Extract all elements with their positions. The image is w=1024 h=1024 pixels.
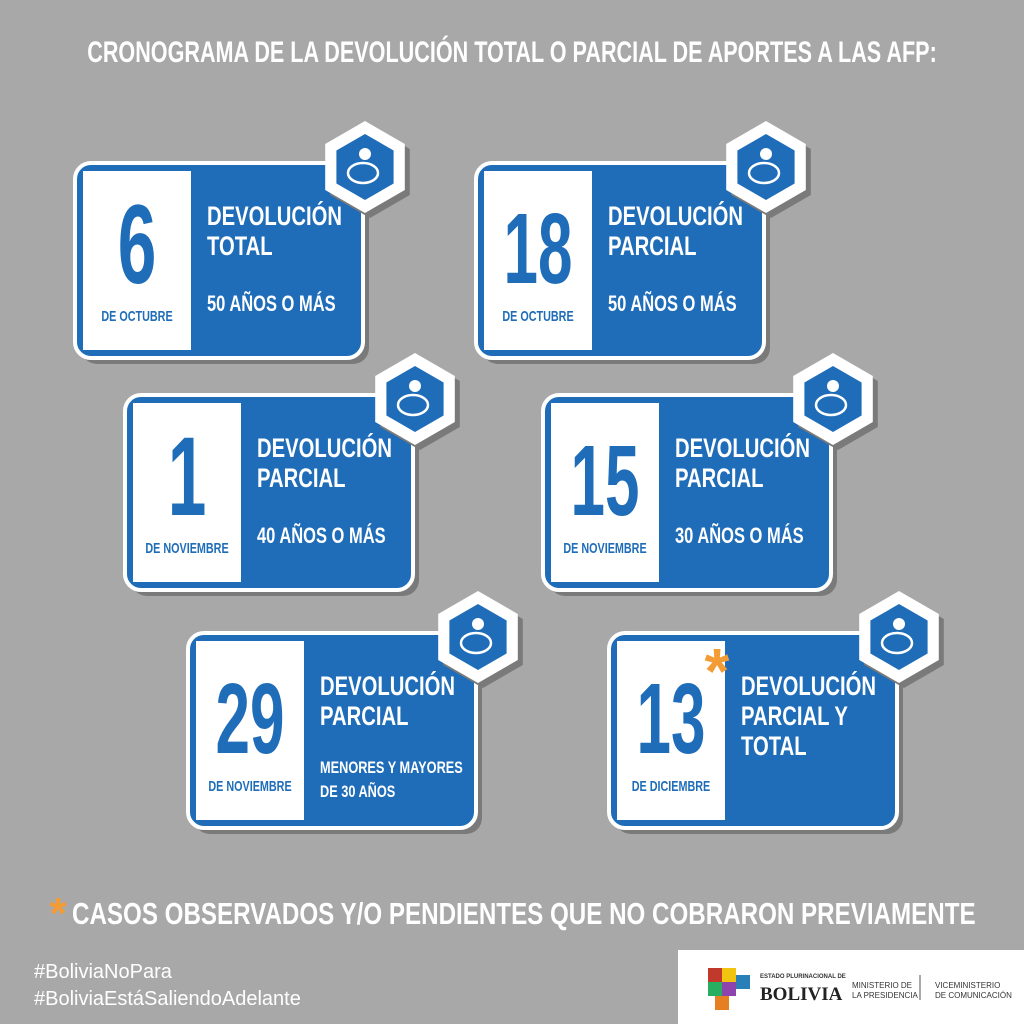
logo-mark	[708, 968, 750, 1010]
icon-pig	[747, 161, 781, 185]
date-panel	[83, 171, 191, 350]
icon-coin	[359, 148, 371, 160]
card-heading: DEVOLUCIÓN	[741, 670, 876, 702]
card-heading: PARCIAL	[320, 701, 408, 732]
date-panel	[617, 641, 725, 820]
card-heading: PARCIAL	[257, 463, 345, 494]
logo-viceministry: DE COMUNICACIÓN	[935, 991, 1012, 1000]
icon-coin	[893, 618, 905, 630]
card-heading: DEVOLUCIÓN	[608, 200, 743, 232]
card-heading: DEVOLUCIÓN	[675, 432, 810, 464]
day-number: 13	[637, 663, 706, 775]
icon-coin	[409, 380, 421, 392]
month-label: DE NOVIEMBRE	[145, 539, 229, 556]
card-heading: TOTAL	[207, 231, 273, 262]
day-number: 1	[168, 414, 207, 539]
icon-inner	[737, 134, 795, 200]
card-heading: PARCIAL	[608, 231, 696, 262]
card-detail: DE 30 AÑOS	[320, 781, 395, 801]
logo-country: BOLIVIA	[760, 984, 843, 1005]
logo-ministry: MINISTERIO DE	[852, 981, 912, 990]
month-label: DE OCTUBRE	[101, 307, 173, 324]
date-panel	[484, 171, 592, 350]
card-detail: 40 AÑOS O MÁS	[257, 523, 386, 549]
icon-pig	[346, 161, 380, 185]
date-panel	[133, 403, 241, 582]
card-heading: DEVOLUCIÓN	[320, 670, 455, 702]
asterisk: *	[705, 635, 730, 707]
card-detail: 50 AÑOS O MÁS	[608, 291, 737, 317]
card-detail: MENORES Y MAYORES	[320, 758, 463, 777]
card-heading: DEVOLUCIÓN	[207, 200, 342, 232]
logo-viceministry: VICEMINISTERIO	[935, 981, 1000, 990]
card-heading: PARCIAL	[675, 463, 763, 494]
icon-pig	[459, 631, 493, 655]
logo-ministry: LA PRESIDENCIA	[852, 991, 918, 1000]
hashtag: #BoliviaNoPara	[34, 961, 173, 983]
icon-inner	[386, 366, 444, 432]
title: CRONOGRAMA DE LA DEVOLUCIÓN TOTAL O PARC…	[87, 34, 937, 68]
icon-coin	[472, 618, 484, 630]
icon-pig	[396, 393, 430, 417]
day-number: 15	[571, 425, 640, 537]
month-label: DE NOVIEMBRE	[563, 539, 647, 556]
hashtag: #BoliviaEstáSaliendoAdelante	[34, 988, 301, 1010]
card-detail: 30 AÑOS O MÁS	[675, 523, 804, 549]
date-panel	[551, 403, 659, 582]
day-number: 18	[504, 193, 573, 305]
day-number: 29	[216, 663, 285, 775]
month-label: DE DICIEMBRE	[632, 777, 711, 794]
icon-inner	[870, 604, 928, 670]
month-label: DE NOVIEMBRE	[208, 777, 292, 794]
icon-pig	[814, 393, 848, 417]
icon-coin	[827, 380, 839, 392]
card-heading: PARCIAL Y	[741, 701, 848, 732]
footnote-text: CASOS OBSERVADOS Y/O PENDIENTES QUE NO C…	[72, 896, 976, 931]
day-number: 6	[118, 182, 157, 307]
icon-pig	[880, 631, 914, 655]
logo-state: ESTADO PLURINACIONAL DE	[760, 974, 846, 980]
icon-coin	[760, 148, 772, 160]
card-heading: DEVOLUCIÓN	[257, 432, 392, 464]
footnote-asterisk: *	[49, 889, 67, 938]
date-panel	[196, 641, 304, 820]
month-label: DE OCTUBRE	[502, 307, 574, 324]
card-detail: 50 AÑOS O MÁS	[207, 291, 336, 317]
icon-inner	[804, 366, 862, 432]
card-heading: TOTAL	[741, 731, 807, 762]
icon-inner	[336, 134, 394, 200]
icon-inner	[449, 604, 507, 670]
